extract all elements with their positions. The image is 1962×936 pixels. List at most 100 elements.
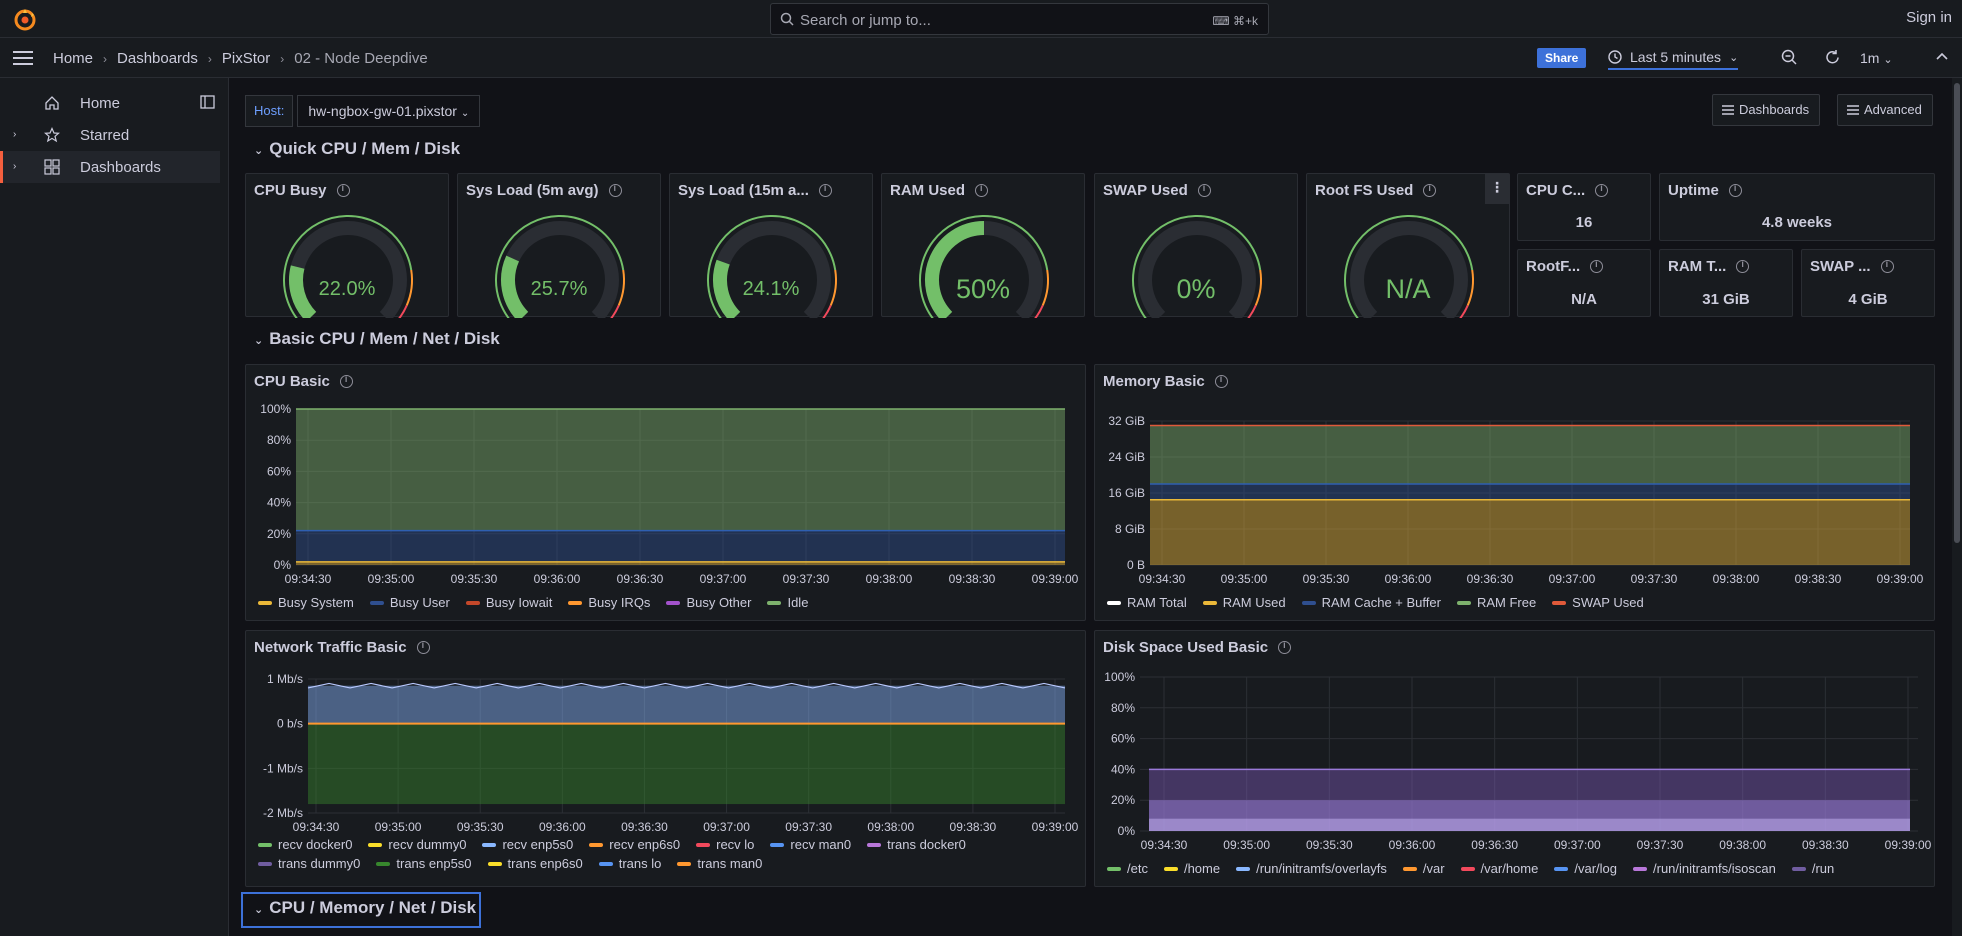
share-button[interactable]: Share [1537, 48, 1587, 68]
legend-item[interactable]: recv docker0 [258, 837, 352, 852]
legend-item[interactable]: RAM Used [1202, 595, 1286, 610]
info-icon[interactable] [1736, 259, 1750, 273]
host-variable-select[interactable]: hw-ngbox-gw-01.pixstor ⌄ [297, 95, 481, 127]
info-icon[interactable] [1197, 183, 1211, 197]
info-icon[interactable] [818, 183, 832, 197]
legend-item[interactable]: recv enp5s0 [482, 837, 573, 852]
chevron-up-icon[interactable] [1935, 51, 1949, 61]
gauge-panel[interactable]: Root FS Used ⋮ N/A [1306, 173, 1510, 318]
legend-item[interactable]: /var [1402, 861, 1445, 876]
legend-item[interactable]: SWAP Used [1552, 595, 1644, 610]
time-picker[interactable]: Last 5 minutes ⌄ [1608, 46, 1739, 70]
advanced-links-button[interactable]: Advanced [1837, 94, 1933, 126]
info-icon[interactable] [1728, 183, 1742, 197]
legend-item[interactable]: /run/initramfs/isoscan [1633, 861, 1776, 876]
info-icon[interactable] [1590, 259, 1604, 273]
info-icon[interactable] [336, 183, 350, 197]
legend-item[interactable]: RAM Free [1456, 595, 1536, 610]
stat-panel-ram-total[interactable]: RAM T... 31 GiB [1659, 249, 1793, 317]
search-bar[interactable]: Search or jump to... ⌨ ⌘+k [770, 3, 1269, 35]
legend-item[interactable]: Busy Other [666, 595, 751, 610]
panel-disk-basic[interactable]: Disk Space Used Basic 100% 80% 60% 40% 20% 0%… [1094, 630, 1935, 887]
legend-item[interactable]: trans enp5s0 [376, 856, 472, 871]
info-icon[interactable] [1423, 183, 1437, 197]
legend-item[interactable]: trans dummy0 [258, 856, 360, 871]
sidebar-item-dashboards[interactable]: › Dashboards [0, 151, 220, 183]
legend-item[interactable]: RAM Total [1107, 595, 1187, 610]
legend-item[interactable]: RAM Cache + Buffer [1301, 595, 1441, 610]
row-basic[interactable]: ⌄ Basic CPU / Mem / Net / Disk [254, 329, 500, 349]
legend-item[interactable]: trans enp6s0 [487, 856, 583, 871]
network-basic-chart[interactable]: 1 Mb/s 0 b/s -1 Mb/s -2 Mb/s09:34:30 09:35:0… [246, 667, 1087, 839]
legend-item[interactable]: recv lo [696, 837, 754, 852]
row-cpu-memory[interactable]: ⌄ CPU / Memory / Net / Disk [254, 898, 476, 918]
info-icon[interactable] [975, 183, 989, 197]
info-icon[interactable] [339, 374, 353, 388]
memory-basic-chart[interactable]: 32 GiB 24 GiB 16 GiB 8 GiB 0 B09:34:30 09:35:… [1095, 401, 1936, 591]
legend-swatch [376, 861, 391, 866]
legend-item[interactable]: /var/home [1460, 861, 1538, 876]
chevron-right-icon[interactable]: › [13, 161, 17, 172]
row-quick[interactable]: ⌄ Quick CPU / Mem / Disk [254, 139, 460, 159]
legend-item[interactable]: trans lo [598, 856, 661, 871]
gauge-panel[interactable]: RAM Used 50% [881, 173, 1085, 318]
gauge-panel[interactable]: Sys Load (15m a... 24.1% [669, 173, 873, 318]
info-icon[interactable] [1278, 640, 1292, 654]
disk-basic-chart[interactable]: 100% 80% 60% 40% 20% 0% 09:34:30 09:35:00 09:35:… [1095, 667, 1936, 857]
gauge-panel[interactable]: SWAP Used 0% [1094, 173, 1298, 318]
refresh-icon[interactable] [1824, 49, 1841, 66]
legend-item[interactable]: trans man0 [677, 856, 762, 871]
legend-item[interactable]: Busy User [369, 595, 450, 610]
gauge-threshold-red [398, 304, 408, 318]
breadcrumb-folder[interactable]: PixStor [221, 50, 271, 67]
info-icon[interactable] [416, 640, 430, 654]
sign-in-link[interactable]: Sign in [1906, 9, 1952, 26]
panel-network-basic[interactable]: Network Traffic Basic 1 Mb/s 0 b/s -1 Mb/s… [245, 630, 1086, 887]
panel-title-text: CPU Basic [254, 373, 330, 390]
chevron-right-icon[interactable]: › [13, 129, 17, 140]
dock-menu-icon[interactable] [200, 95, 215, 109]
legend-item[interactable]: recv enp6s0 [589, 837, 680, 852]
legend-item[interactable]: trans docker0 [867, 837, 966, 852]
legend-item[interactable]: recv man0 [770, 837, 851, 852]
info-icon[interactable] [1214, 374, 1228, 388]
legend-label: Idle [787, 595, 809, 610]
legend-item[interactable]: /etc [1107, 861, 1148, 876]
legend-item[interactable]: Busy System [258, 595, 354, 610]
cpu-basic-chart[interactable]: 100% 80% 60% 40% 20% 0%09:34:30 09:35:00 09:35:… [246, 401, 1087, 591]
panel-cpu-basic[interactable]: CPU Basic 100% 80% 60% 40% 20% 0%09:34:30 09:3… [245, 364, 1086, 621]
legend-item[interactable]: /home [1163, 861, 1220, 876]
stat-panel-uptime[interactable]: Uptime 4.8 weeks [1659, 173, 1935, 241]
dashboards-links-button[interactable]: Dashboards [1712, 94, 1821, 126]
advanced-links-label: Advanced [1864, 102, 1922, 117]
panel-title: Network Traffic Basic [254, 639, 430, 656]
sidebar-item-home[interactable]: Home [0, 87, 220, 119]
panel-menu-icon[interactable]: ⋮ [1485, 174, 1509, 204]
stat-panel-swap-total[interactable]: SWAP ... 4 GiB [1801, 249, 1935, 317]
menu-icon[interactable] [13, 50, 33, 66]
info-icon[interactable] [1880, 259, 1894, 273]
legend-item[interactable]: Idle [767, 595, 808, 610]
gauge-panel[interactable]: Sys Load (5m avg) 25.7% [457, 173, 661, 318]
stat-panel-cpu-cores[interactable]: CPU C... 16 [1517, 173, 1651, 241]
x-tick-label: 09:37:00 [703, 820, 750, 834]
page-scrollbar[interactable] [1952, 78, 1962, 936]
legend-item[interactable]: Busy Iowait [465, 595, 552, 610]
info-icon[interactable] [1595, 183, 1609, 197]
sidebar-item-starred[interactable]: › Starred [0, 119, 220, 151]
breadcrumb-home[interactable]: Home [53, 50, 94, 67]
info-icon[interactable] [608, 183, 622, 197]
gauge-panel[interactable]: CPU Busy 22.0% [245, 173, 449, 318]
grafana-logo[interactable] [12, 7, 38, 33]
stat-panel-rootfs-total[interactable]: RootF... N/A [1517, 249, 1651, 317]
scrollbar-thumb[interactable] [1954, 83, 1960, 543]
legend-item[interactable]: recv dummy0 [368, 837, 466, 852]
legend-item[interactable]: /run/initramfs/overlayfs [1236, 861, 1387, 876]
legend-item[interactable]: /run [1791, 861, 1834, 876]
breadcrumb-dashboards[interactable]: Dashboards [117, 50, 198, 67]
zoom-out-icon[interactable] [1781, 49, 1798, 66]
legend-item[interactable]: /var/log [1554, 861, 1617, 876]
legend-item[interactable]: Busy IRQs [568, 595, 650, 610]
refresh-interval-picker[interactable]: 1m ⌄ [1860, 50, 1893, 66]
